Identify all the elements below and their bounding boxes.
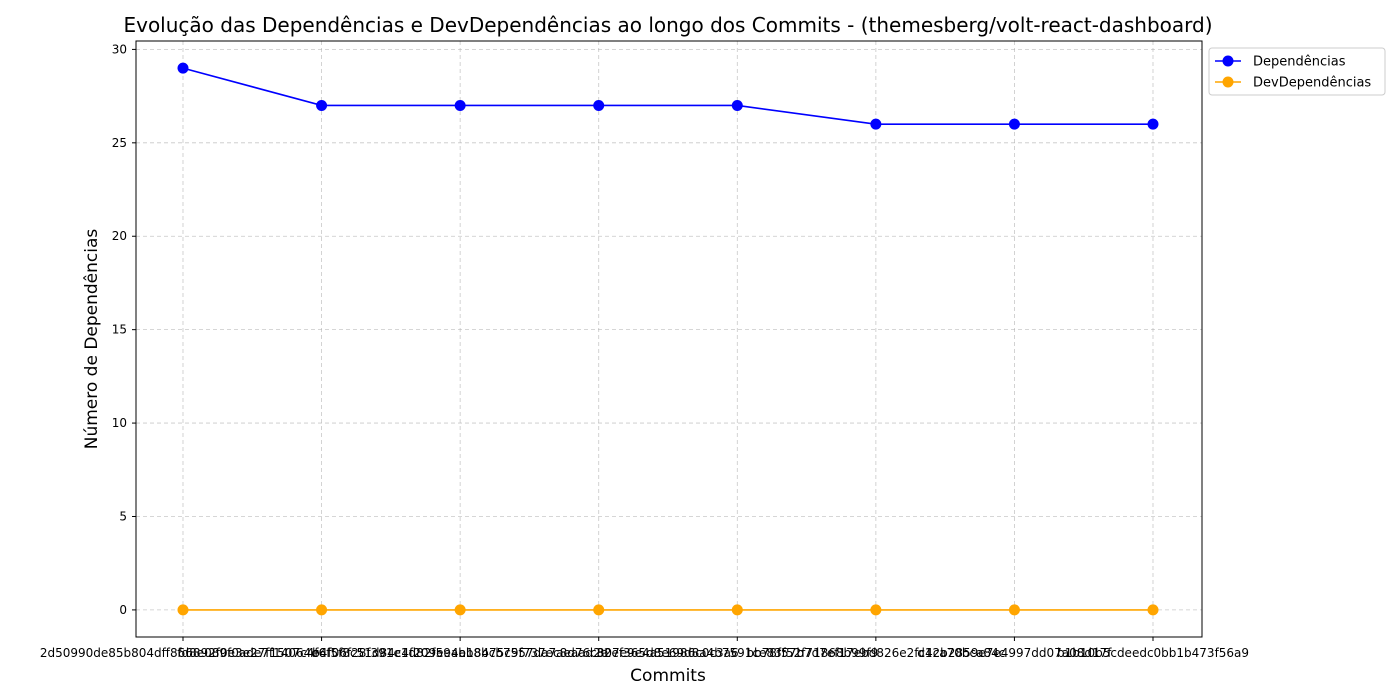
y-tick-label: 5: [119, 509, 127, 523]
data-point: [454, 99, 466, 111]
y-axis-title: Número de Dependências: [82, 229, 102, 450]
x-axis-title: Commits: [630, 666, 706, 686]
data-point: [177, 62, 189, 74]
x-tick-label: 2d50990de85b804dff866892f0e3e27f1507c4f6: [40, 646, 326, 660]
data-point: [731, 99, 743, 111]
x-tick-label: 32ef365d8e69d8a4b7591ce83f52f71868b99f9: [596, 646, 878, 660]
data-point: [1147, 118, 1159, 130]
data-point: [454, 604, 466, 616]
plot-frame: [135, 40, 1203, 638]
y-tick-label: 30: [112, 42, 127, 56]
legend-marker: [1222, 76, 1234, 88]
data-point: [177, 604, 189, 616]
data-point: [316, 99, 328, 111]
legend-marker: [1222, 55, 1234, 67]
y-tick-label: 25: [112, 136, 127, 150]
x-tick-label: bb78f57b7d7ef17ebd826e2fc4ca70bca84c: [746, 646, 1005, 660]
y-tick-label: 0: [119, 603, 127, 617]
data-point: [870, 118, 882, 130]
legend-label: Dependências: [1253, 55, 1346, 70]
plot-area: 0 5 10 15 20 25 30 2d50990de85b804dff866892f0e3…: [40, 40, 1249, 660]
x-tick-label: b1b10b5cdeedc0bb1b473f56a9: [1057, 646, 1249, 660]
data-point: [1147, 604, 1159, 616]
x-tick-label: d12b2859e7e4997dd07a08d17f: [917, 646, 1112, 660]
data-point: [593, 604, 605, 616]
chart-title: Evolução das Dependências e DevDependênc…: [123, 13, 1212, 37]
data-point: [1008, 118, 1020, 130]
y-tick-label: 10: [112, 416, 127, 430]
x-tick-label: a18475c9f737ec8d76c807e9e4a51986c0c3a6: [459, 646, 739, 660]
data-point: [316, 604, 328, 616]
data-point: [1008, 604, 1020, 616]
legend: Dependências DevDependências: [1208, 47, 1386, 96]
data-point: [593, 99, 605, 111]
series-line: [182, 67, 1153, 125]
data-point: [870, 604, 882, 616]
y-tick-label: 20: [112, 229, 127, 243]
legend-label: DevDependências: [1253, 76, 1371, 91]
x-tick-label: b4f06f28f391e1d82f594eb8bcb7557da7aeaad2…: [312, 646, 608, 660]
legend-box: [1208, 47, 1386, 96]
data-point: [731, 604, 743, 616]
y-tick-label: 15: [112, 323, 127, 337]
x-tick-label: fd8e089f0ade7f14064e6f5f8c51d84c4f209eea…: [177, 646, 466, 660]
